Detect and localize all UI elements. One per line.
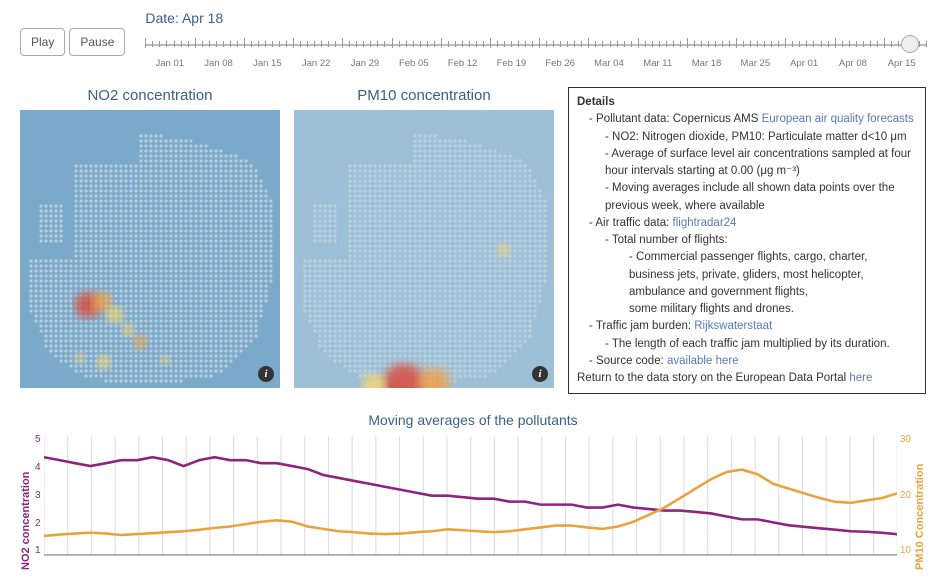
slider-tick-labels: Jan 01Jan 08Jan 15Jan 22Jan 29Feb 05Feb … <box>145 58 926 69</box>
details-line: ambulance and government flights, <box>629 284 917 301</box>
map-no2: i <box>20 110 280 388</box>
y-right-label: PM10 Concentration <box>914 430 926 570</box>
details-line: - Source code: available here <box>589 353 917 370</box>
details-line: business jets, private, gliders, most he… <box>629 267 917 284</box>
slider-handle[interactable] <box>901 35 919 53</box>
details-link[interactable]: Rijkswaterstaat <box>694 320 772 332</box>
details-link[interactable]: European air quality forecasts <box>762 113 914 125</box>
details-line: - NO2: Nitrogen dioxide, PM10: Particula… <box>605 129 917 146</box>
details-link[interactable]: flightradar24 <box>673 217 737 229</box>
map-title-no2: NO2 concentration <box>20 87 280 104</box>
details-link[interactable]: here <box>849 372 872 384</box>
details-link[interactable]: available here <box>667 355 739 367</box>
pause-button[interactable]: Pause <box>69 28 125 56</box>
details-line: - Total number of flights: <box>605 232 917 249</box>
map-pm10: i <box>294 110 554 388</box>
y-left-label: NO2 concentration <box>20 430 32 570</box>
details-line: - Traffic jam burden: Rijkswaterstaat <box>589 318 917 335</box>
details-line: some military flights and drones. <box>629 301 917 318</box>
details-line: - Moving averages include all shown data… <box>605 180 917 197</box>
info-icon[interactable]: i <box>532 366 548 382</box>
details-line: - Average of surface level air concentra… <box>605 146 917 163</box>
details-panel: Details - Pollutant data: Copernicus AMS… <box>568 87 926 394</box>
details-line: - Air traffic data: flightradar24 <box>589 215 917 232</box>
details-line: - Commercial passenger flights, cargo, c… <box>629 249 917 266</box>
line-chart <box>44 430 897 570</box>
play-button[interactable]: Play <box>20 28 65 56</box>
date-slider[interactable] <box>145 30 926 56</box>
details-line: - Pollutant data: Copernicus AMS Europea… <box>589 111 917 128</box>
details-line: previous week, where available <box>605 198 917 215</box>
y-left-ticks: 54321 <box>32 430 44 570</box>
details-line: hour intervals starting at 0.00 (μg m⁻³) <box>605 163 917 180</box>
details-line: Return to the data story on the European… <box>577 370 917 387</box>
chart-title: Moving averages of the pollutants <box>20 412 926 428</box>
details-header: Details <box>577 94 917 111</box>
map-title-pm10: PM10 concentration <box>294 87 554 104</box>
y-right-ticks: 302010 <box>897 430 914 570</box>
details-line: - The length of each traffic jam multipl… <box>605 336 917 353</box>
info-icon[interactable]: i <box>258 366 274 382</box>
date-label: Date: Apr 18 <box>145 10 926 26</box>
